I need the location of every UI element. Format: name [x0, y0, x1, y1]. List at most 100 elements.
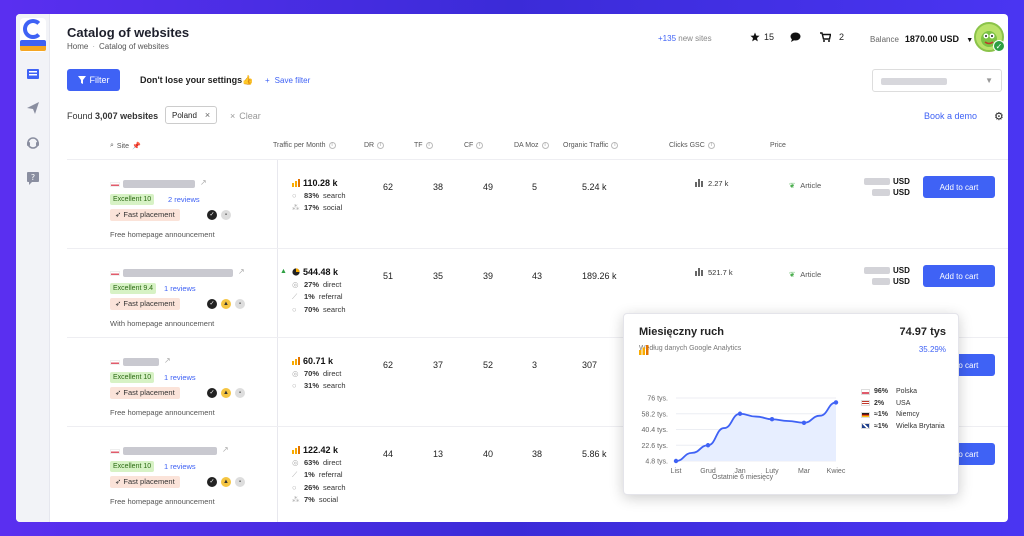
- popup-source: Według danych Google Analytics: [639, 345, 741, 355]
- cart-button[interactable]: 2: [820, 32, 844, 42]
- search-icon: ○: [292, 191, 297, 200]
- country-flag-icon: [110, 360, 120, 365]
- data-point[interactable]: [737, 411, 743, 416]
- filter-button-label: Filter: [89, 75, 110, 85]
- rating-badge: Excellent 10: [110, 194, 155, 205]
- gear-icon[interactable]: ⚙: [994, 111, 1004, 123]
- series-line: [675, 401, 837, 462]
- referral-icon: ⟋: [292, 292, 298, 301]
- analytics-icon: [639, 345, 649, 355]
- view-select[interactable]: ▼: [872, 69, 1002, 92]
- logo-tag: [20, 40, 46, 50]
- traffic-pct: 83%: [304, 191, 320, 200]
- filter-button[interactable]: Filter: [67, 69, 120, 91]
- col-organic[interactable]: Organic Traffic i: [563, 142, 619, 149]
- info-icon: i: [377, 142, 385, 149]
- close-icon[interactable]: ×: [204, 110, 211, 120]
- col-tf[interactable]: TF i: [414, 142, 433, 149]
- cart-count: 2: [839, 32, 845, 42]
- legend-pct: ≈1%: [874, 411, 888, 419]
- site-name[interactable]: [123, 269, 233, 277]
- leaf-icon: ❦: [789, 181, 796, 190]
- data-point[interactable]: [673, 458, 679, 464]
- col-site[interactable]: ⌕ Site 📌: [110, 142, 141, 150]
- help-chat-icon[interactable]: ?: [25, 170, 41, 186]
- info-icon: i: [541, 142, 549, 149]
- support-icon[interactable]: [25, 135, 41, 151]
- external-link-icon[interactable]: ↗: [164, 356, 171, 365]
- tf-value: 13: [433, 449, 444, 459]
- dr-value: 51: [383, 271, 394, 281]
- fast-placement-badge: ➶ Fast placement: [110, 476, 180, 488]
- traffic-source: social: [323, 203, 343, 212]
- clear-button[interactable]: × Clear: [230, 111, 261, 121]
- plus-icon: +: [265, 76, 270, 85]
- col-traffic[interactable]: Traffic per Month i: [273, 142, 336, 149]
- balance-dropdown[interactable]: Balance 1870.00 USD ▼: [870, 34, 973, 44]
- country-legend: 96% Polska 2% USA ≈1% Niemcy ≈1% Wielka Brytani…: [861, 386, 945, 432]
- traffic-cell: 110.28 k ○ 83% search ⁂ 17% social: [292, 178, 382, 212]
- traffic-total-value: 110.28 k: [303, 178, 338, 188]
- add-to-cart-button[interactable]: Add to cart: [923, 176, 995, 198]
- analytics-icon: [292, 446, 300, 454]
- send-icon[interactable]: [25, 100, 41, 116]
- traffic-line: ◎ 63% direct: [292, 458, 382, 467]
- external-link-icon[interactable]: ↗: [200, 178, 207, 187]
- area-fill: [676, 402, 836, 461]
- announcement-text: Free homepage announcement: [110, 230, 215, 239]
- analytics-icon: [292, 179, 300, 187]
- catalog-icon[interactable]: [25, 66, 41, 82]
- table-row: ↗ Excellent 10 2 reviews ➶ Fast placemen…: [67, 159, 1008, 248]
- add-to-cart-button[interactable]: Add to cart: [923, 265, 995, 287]
- new-sites-label: new sites: [678, 34, 712, 43]
- reviews-link[interactable]: 1 reviews: [164, 284, 196, 293]
- data-point[interactable]: [769, 417, 775, 422]
- traffic-line: ○ 26% search: [292, 483, 382, 492]
- col-cf[interactable]: CF i: [464, 142, 484, 149]
- favorites-button[interactable]: 15: [750, 32, 774, 42]
- search-icon: ○: [292, 305, 297, 314]
- clicks-value: 2.27 k: [708, 179, 729, 188]
- traffic-cell: 60.71 k ◎ 70% direct ○ 31% search: [292, 356, 382, 390]
- col-dr[interactable]: DR i: [364, 142, 385, 149]
- breadcrumb-home[interactable]: Home: [67, 42, 89, 51]
- col-price[interactable]: Price: [770, 142, 786, 149]
- book-demo-link[interactable]: Book a demo: [924, 111, 978, 121]
- graduation-icon: ▲: [221, 388, 231, 398]
- reviews-link[interactable]: 2 reviews: [168, 195, 200, 204]
- filter-chip-poland[interactable]: Poland ×: [165, 106, 218, 124]
- traffic-pct: 26%: [304, 483, 320, 492]
- col-clicks[interactable]: Clicks GSC i: [669, 142, 715, 149]
- traffic-line: ⁂ 17% social: [292, 203, 382, 212]
- chevron-down-icon: ▼: [985, 76, 993, 85]
- data-point[interactable]: [833, 400, 839, 405]
- da-value: 5: [532, 182, 538, 192]
- rating-badge: Excellent 10: [110, 461, 155, 472]
- data-point[interactable]: [801, 420, 807, 425]
- logo[interactable]: [20, 18, 46, 52]
- col-da[interactable]: DA Moz i: [514, 142, 549, 149]
- site-name[interactable]: [123, 180, 195, 188]
- data-point[interactable]: [705, 443, 711, 448]
- clear-icon: ×: [230, 111, 236, 121]
- site-name[interactable]: [123, 358, 159, 366]
- messages-button[interactable]: [790, 32, 801, 42]
- save-filter-button[interactable]: + Save filter: [265, 76, 310, 85]
- fast-placement-label: Fast placement: [123, 210, 175, 219]
- col-dr-label: DR: [364, 142, 375, 149]
- traffic-source: search: [323, 191, 346, 200]
- popup-title: Miesięczny ruch: [639, 326, 724, 338]
- price-amount: [872, 278, 890, 285]
- external-link-icon[interactable]: ↗: [238, 267, 245, 276]
- traffic-total-value: 122.42 k: [303, 445, 339, 455]
- y-tick-label: 4.8 tys.: [645, 459, 668, 466]
- avatar[interactable]: ✓: [974, 22, 1005, 52]
- external-link-icon[interactable]: ↗: [222, 445, 229, 454]
- reviews-link[interactable]: 1 reviews: [164, 373, 196, 382]
- graduation-icon: ▲: [221, 477, 231, 487]
- new-sites-link[interactable]: +135 new sites: [658, 34, 712, 43]
- legend-item: ≈1% Wielka Brytania: [861, 421, 945, 433]
- reviews-link[interactable]: 1 reviews: [164, 462, 196, 471]
- article-type: ❦ Article: [789, 181, 821, 190]
- site-name[interactable]: [123, 447, 217, 455]
